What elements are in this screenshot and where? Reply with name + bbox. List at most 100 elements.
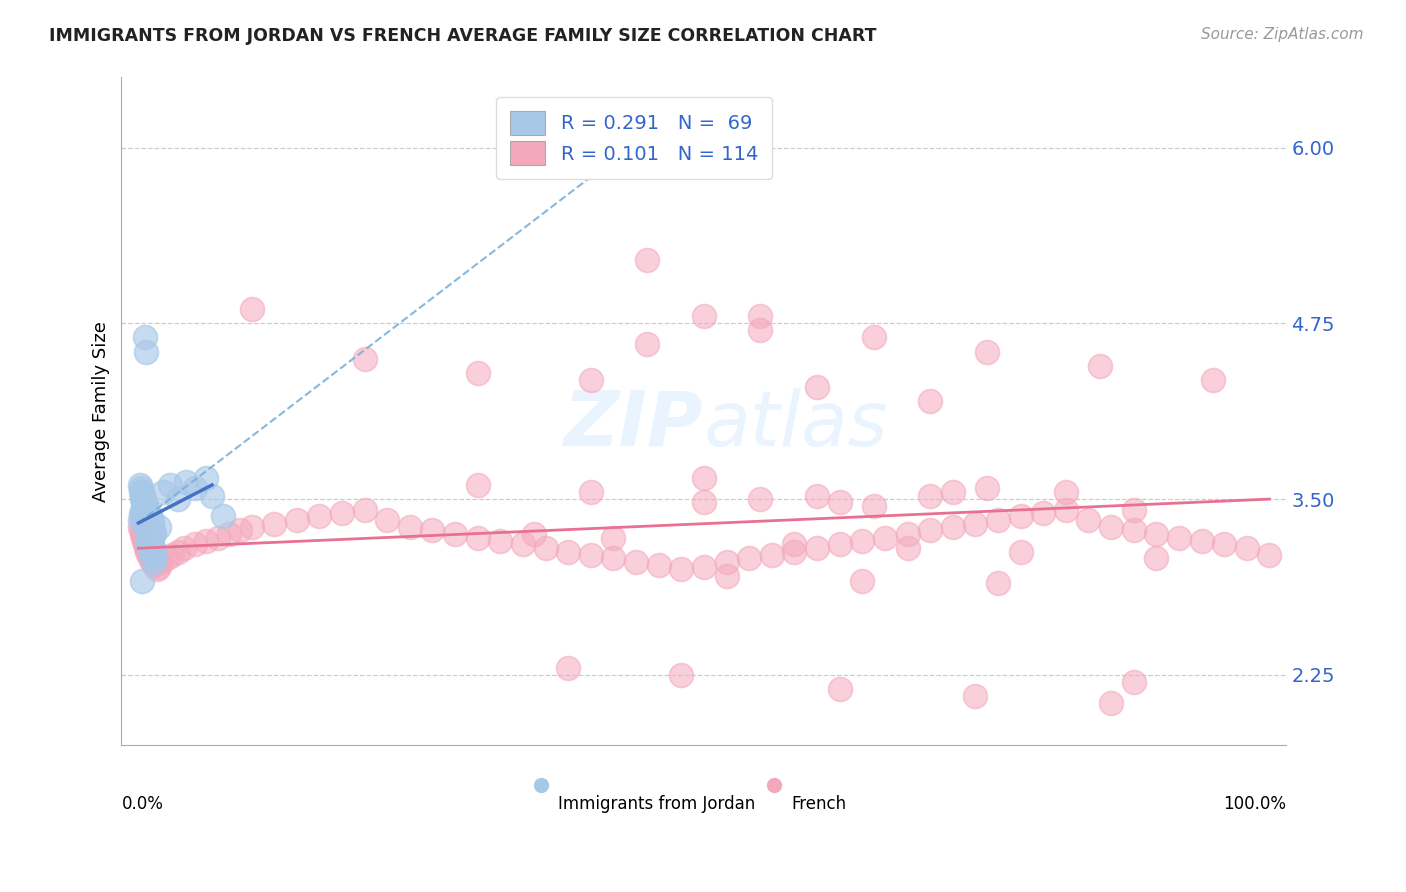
Point: [167, 545, 190, 559]
Point: [330, 506, 353, 520]
Point: [184, 537, 207, 551]
Point: [131, 492, 153, 507]
Point: [135, 541, 157, 556]
Point: [1202, 373, 1225, 387]
Point: [965, 517, 987, 532]
Point: [132, 495, 155, 509]
Point: [1144, 527, 1167, 541]
Point: [136, 545, 159, 559]
Point: [184, 481, 207, 495]
Point: [141, 520, 163, 534]
Point: [128, 478, 150, 492]
Point: [136, 534, 159, 549]
Point: [135, 506, 157, 520]
Point: [131, 508, 153, 523]
Point: [467, 532, 489, 546]
Point: [134, 537, 156, 551]
Point: [195, 534, 218, 549]
Point: [579, 485, 602, 500]
Point: [201, 489, 224, 503]
Point: [173, 541, 195, 556]
Point: [150, 555, 173, 569]
Point: [159, 478, 181, 492]
Point: [263, 517, 285, 532]
Point: [132, 492, 155, 507]
Point: [920, 489, 942, 503]
Point: [716, 569, 738, 583]
Point: [1099, 520, 1122, 534]
Point: [636, 337, 658, 351]
Point: [671, 562, 693, 576]
Point: [132, 503, 155, 517]
Point: [806, 541, 828, 556]
Text: 100.0%: 100.0%: [1223, 795, 1286, 814]
Point: [851, 574, 873, 588]
Point: [129, 481, 152, 495]
Point: [240, 520, 263, 534]
Point: [761, 549, 783, 563]
Point: [1088, 359, 1111, 373]
Point: [896, 527, 918, 541]
Point: [156, 551, 179, 566]
Point: [162, 549, 184, 563]
Point: [139, 545, 162, 559]
Point: [142, 527, 165, 541]
Point: [512, 537, 534, 551]
Y-axis label: Average Family Size: Average Family Size: [93, 321, 110, 501]
Point: [1168, 532, 1191, 546]
Point: [143, 545, 166, 559]
Point: [920, 393, 942, 408]
Point: [207, 532, 229, 546]
Point: [1213, 537, 1236, 551]
Point: [174, 475, 197, 490]
Point: [141, 549, 163, 563]
Point: [138, 549, 160, 563]
Point: [136, 506, 159, 520]
Text: French: French: [792, 795, 846, 814]
Point: [976, 344, 998, 359]
Point: [141, 537, 163, 551]
Point: [716, 555, 738, 569]
Point: [132, 499, 155, 513]
Point: [285, 513, 308, 527]
Point: [138, 537, 160, 551]
Point: [134, 499, 156, 513]
Point: [141, 555, 163, 569]
Point: [602, 551, 624, 566]
Text: atlas: atlas: [704, 388, 889, 461]
Point: [308, 508, 330, 523]
Point: [138, 517, 160, 532]
Point: [132, 534, 155, 549]
Point: [399, 520, 422, 534]
Point: [987, 513, 1010, 527]
Point: [1258, 549, 1281, 563]
Point: [1122, 503, 1144, 517]
Point: [942, 485, 965, 500]
Point: [138, 532, 160, 546]
Legend: R = 0.291   N =  69, R = 0.101   N = 114: R = 0.291 N = 69, R = 0.101 N = 114: [496, 97, 772, 178]
Point: [353, 503, 375, 517]
Point: [138, 513, 160, 527]
Point: [489, 534, 512, 549]
Point: [212, 508, 235, 523]
Point: [138, 508, 160, 523]
Point: [602, 532, 624, 546]
Point: [534, 541, 557, 556]
Point: [1191, 534, 1213, 549]
Point: [138, 541, 160, 556]
Point: [557, 661, 579, 675]
Point: [139, 534, 162, 549]
Point: [828, 681, 851, 696]
Point: [1144, 551, 1167, 566]
Point: [132, 489, 155, 503]
Point: [1236, 541, 1258, 556]
Point: [806, 379, 828, 393]
Point: [142, 551, 165, 566]
Point: [128, 513, 150, 527]
Point: [195, 471, 218, 485]
Point: [422, 523, 444, 537]
Point: [143, 558, 166, 573]
Point: [693, 310, 716, 324]
Point: [1010, 508, 1032, 523]
Point: [139, 517, 162, 532]
